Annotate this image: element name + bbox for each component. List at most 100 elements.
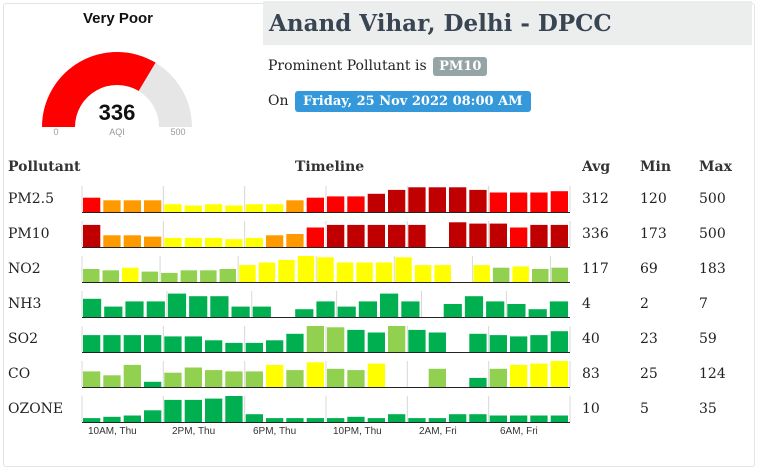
timeline-bar [347, 196, 365, 212]
timeline-bar [200, 270, 217, 282]
timeline-bar [83, 418, 101, 422]
timeline-bar [337, 306, 356, 317]
timeline-bar [550, 331, 568, 352]
station-title: Anand Vihar, Delhi - DPCC [269, 10, 612, 37]
timeline-bar [164, 372, 182, 387]
timeline-bar [144, 200, 162, 212]
pollutant-name: PM10 [8, 226, 50, 242]
timeline-bar [530, 363, 548, 387]
timeline-bar [184, 205, 202, 212]
timeline-bar [530, 335, 548, 352]
timeline-bar [367, 363, 385, 387]
timeline-bar [327, 224, 345, 247]
timeline-bar [306, 418, 324, 422]
timeline-bar [266, 235, 284, 247]
timeline-bar [388, 326, 406, 352]
timeline-bar [180, 270, 198, 282]
timeline-bar [367, 224, 385, 247]
timeline-bar [408, 224, 426, 247]
prominent-pollutant-line: Prominent Pollutant is PM10 [268, 57, 488, 76]
pollutant-name: NH3 [8, 296, 42, 312]
timeline-bar [184, 237, 202, 247]
timeline-bar [83, 224, 101, 247]
timeline-bar [489, 335, 507, 352]
gauge-max-label: 500 [170, 127, 185, 137]
timeline-bar [210, 296, 229, 317]
timeline-bar [549, 301, 568, 317]
timeline-bar [252, 306, 271, 317]
timeline-bar [258, 262, 276, 282]
max-value: 183 [699, 261, 726, 277]
timeline-bar [103, 335, 121, 352]
timeline-bar [286, 200, 304, 212]
timeline-bar [367, 418, 385, 422]
timeline-bar [146, 301, 165, 317]
timeline-bar [245, 237, 263, 247]
max-value: 500 [699, 226, 726, 242]
pollutant-name: OZONE [8, 401, 64, 417]
timeline-bar [83, 335, 101, 352]
pollutant-name: SO2 [8, 331, 38, 347]
min-value: 5 [640, 401, 649, 417]
timeline-bar [141, 271, 159, 282]
timeline-bar [510, 364, 528, 387]
timeline-bar [83, 298, 102, 317]
timeline-bar [205, 370, 223, 387]
timeline-bar [144, 335, 162, 352]
prominent-pollutant-badge: PM10 [433, 57, 488, 76]
timeline-bar [489, 415, 507, 422]
timeline-bar [245, 204, 263, 212]
aqi-label: AQI [109, 127, 125, 137]
timeline-bar [123, 235, 141, 247]
timeline-bar [225, 371, 243, 387]
timeline-bar [469, 377, 487, 387]
timeline-bar [205, 340, 223, 352]
min-value: 23 [640, 331, 658, 347]
timeline-bar [125, 301, 144, 317]
timeline-bar [164, 237, 182, 247]
timeline-bar [388, 189, 406, 212]
timeline-bar [358, 301, 377, 317]
timeline-bar [102, 270, 119, 282]
timeline-bar [225, 396, 243, 422]
gauge-min-label: 0 [53, 127, 58, 137]
prominent-prefix: Prominent Pollutant is [268, 58, 427, 74]
timeline-bar [551, 267, 568, 282]
avg-value: 117 [582, 261, 609, 277]
header-min: Min [640, 159, 671, 175]
timeline-bar [266, 340, 284, 352]
datetime-badge: Friday, 25 Nov 2022 08:00 AM [294, 91, 531, 112]
timeline-bar [266, 204, 284, 212]
max-value: 7 [699, 296, 708, 312]
timeline-bar [306, 227, 324, 247]
timeline-bar [278, 259, 295, 282]
timeline-bar [103, 375, 121, 387]
avg-value: 336 [582, 226, 609, 242]
timeline-bar [245, 414, 263, 422]
timeline-bar [532, 269, 549, 282]
timeline-bar [395, 257, 412, 282]
timeline-bar [306, 326, 324, 352]
avg-value: 312 [582, 191, 609, 207]
gauge-svg: 336 AQI 0 500 [42, 51, 192, 137]
station-header: Anand Vihar, Delhi - DPCC [263, 1, 752, 45]
timeline-bar [225, 205, 243, 212]
timeline-bar [184, 399, 202, 422]
max-value: 35 [699, 401, 717, 417]
timeline-bar [164, 204, 182, 212]
timeline-bar [464, 296, 484, 317]
timeline-bar [347, 370, 365, 387]
header-avg: Avg [582, 159, 611, 175]
timeline-bar [428, 187, 446, 212]
timeline-bar [336, 262, 354, 282]
timeline-bar [528, 309, 547, 317]
timeline-bar [512, 266, 529, 282]
timeline-bar [189, 296, 208, 317]
aqi-value: 336 [99, 100, 136, 125]
timeline-bar [443, 304, 462, 317]
pollutant-name: PM2.5 [8, 191, 55, 207]
timeline-bar [367, 193, 385, 212]
timeline-bar [306, 362, 324, 387]
timeline-bar [161, 272, 178, 282]
timeline-bar [266, 364, 284, 387]
